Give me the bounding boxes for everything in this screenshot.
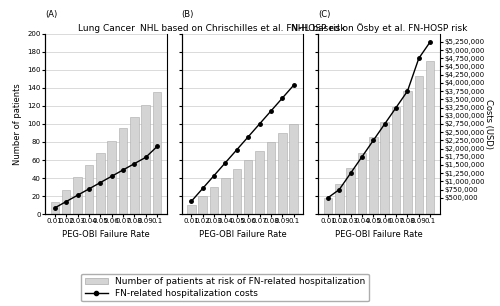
Y-axis label: Number of patients: Number of patients bbox=[13, 83, 22, 165]
Legend: Number of patients at risk of FN-related hospitalization, FN-related hospitaliza: Number of patients at risk of FN-related… bbox=[82, 274, 368, 301]
Bar bbox=[232, 169, 241, 214]
Bar bbox=[118, 129, 128, 214]
Bar bbox=[210, 187, 218, 214]
Title: NHL based on Chrischilles et al. FN-HOSP risk: NHL based on Chrischilles et al. FN-HOSP… bbox=[140, 24, 345, 33]
Bar bbox=[380, 122, 389, 214]
Bar bbox=[266, 142, 275, 214]
Bar bbox=[130, 117, 138, 214]
Bar bbox=[358, 153, 366, 214]
Bar bbox=[335, 184, 344, 214]
Bar bbox=[153, 92, 162, 214]
Y-axis label: Costs (USD): Costs (USD) bbox=[484, 99, 493, 149]
Bar bbox=[187, 205, 196, 214]
Bar bbox=[62, 190, 70, 214]
Bar bbox=[108, 141, 116, 214]
Bar bbox=[346, 168, 355, 214]
Bar bbox=[244, 160, 252, 214]
Title: NHL based on Ösby et al. FN-HOSP risk: NHL based on Ösby et al. FN-HOSP risk bbox=[291, 23, 467, 33]
Bar bbox=[84, 166, 93, 214]
Bar bbox=[96, 153, 104, 214]
X-axis label: PEG-OBI Failure Rate: PEG-OBI Failure Rate bbox=[198, 230, 286, 239]
Bar bbox=[50, 203, 59, 214]
Bar bbox=[290, 124, 298, 214]
Bar bbox=[403, 91, 411, 214]
X-axis label: PEG-OBI Failure Rate: PEG-OBI Failure Rate bbox=[62, 230, 150, 239]
Bar bbox=[369, 137, 378, 214]
Bar bbox=[392, 107, 400, 214]
Text: (A): (A) bbox=[45, 10, 57, 19]
Bar bbox=[74, 177, 82, 214]
Title: Lung Cancer: Lung Cancer bbox=[78, 24, 134, 33]
Bar bbox=[426, 61, 434, 214]
Bar bbox=[221, 178, 230, 214]
Text: (B): (B) bbox=[182, 10, 194, 19]
Bar bbox=[198, 196, 207, 214]
Bar bbox=[256, 151, 264, 214]
X-axis label: PEG-OBI Failure Rate: PEG-OBI Failure Rate bbox=[335, 230, 423, 239]
Bar bbox=[278, 133, 286, 214]
Bar bbox=[324, 198, 332, 214]
Bar bbox=[414, 76, 423, 214]
Text: (C): (C) bbox=[318, 10, 330, 19]
Bar bbox=[142, 105, 150, 214]
